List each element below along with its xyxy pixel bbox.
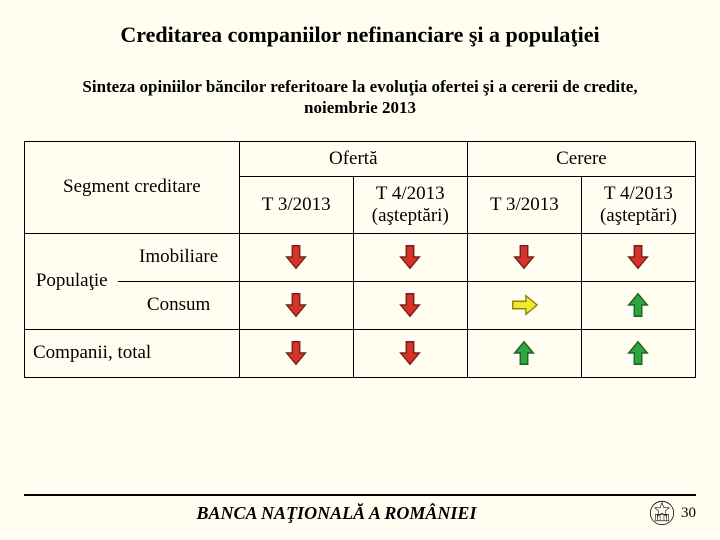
row-consum: Consum	[25, 281, 696, 329]
footer-text: BANCA NAŢIONALĂ A ROMÂNIEI	[24, 503, 649, 524]
cell-comp-3	[467, 329, 581, 377]
cell-comp-1	[239, 329, 353, 377]
cell-cons-1	[239, 281, 353, 329]
row-label-consum: Consum	[118, 281, 239, 329]
subcol-oferta-t4: T 4/2013 (aşteptări)	[353, 176, 467, 233]
cell-imob-2	[353, 233, 467, 281]
page-title: Creditarea companiilor nefinanciare şi a…	[24, 22, 696, 48]
footer-right: 30	[649, 500, 696, 526]
oferta-header: Ofertă	[239, 141, 467, 176]
subcol-cerere-t3: T 3/2013	[467, 176, 581, 233]
row-imobiliare: Populaţie Imobiliare	[25, 233, 696, 281]
cell-imob-4	[581, 233, 695, 281]
row-label-companii: Companii, total	[25, 329, 240, 377]
cell-cons-4	[581, 281, 695, 329]
subcol-cerere-t4: T 4/2013 (aşteptări)	[581, 176, 695, 233]
cell-imob-1	[239, 233, 353, 281]
subcol-oferta-t3: T 3/2013	[239, 176, 353, 233]
cell-comp-2	[353, 329, 467, 377]
cell-comp-4	[581, 329, 695, 377]
row-label-imobiliare: Imobiliare	[118, 233, 239, 281]
page-number: 30	[681, 505, 696, 522]
footer: BANCA NAŢIONALĂ A ROMÂNIEI 30	[24, 494, 696, 526]
row-label-populatie: Populaţie	[25, 233, 119, 329]
cerere-header: Cerere	[467, 141, 695, 176]
credit-table: Segment creditare Ofertă Cerere T 3/2013…	[24, 141, 696, 378]
cell-imob-3	[467, 233, 581, 281]
bnr-logo-icon	[649, 500, 675, 526]
page-subtitle: Sinteza opiniilor băncilor referitoare l…	[54, 76, 666, 119]
segment-header: Segment creditare	[25, 141, 240, 233]
cell-cons-3	[467, 281, 581, 329]
table-header-row-1: Segment creditare Ofertă Cerere	[25, 141, 696, 176]
row-companii: Companii, total	[25, 329, 696, 377]
cell-cons-2	[353, 281, 467, 329]
slide-page: Creditarea companiilor nefinanciare şi a…	[0, 0, 720, 540]
